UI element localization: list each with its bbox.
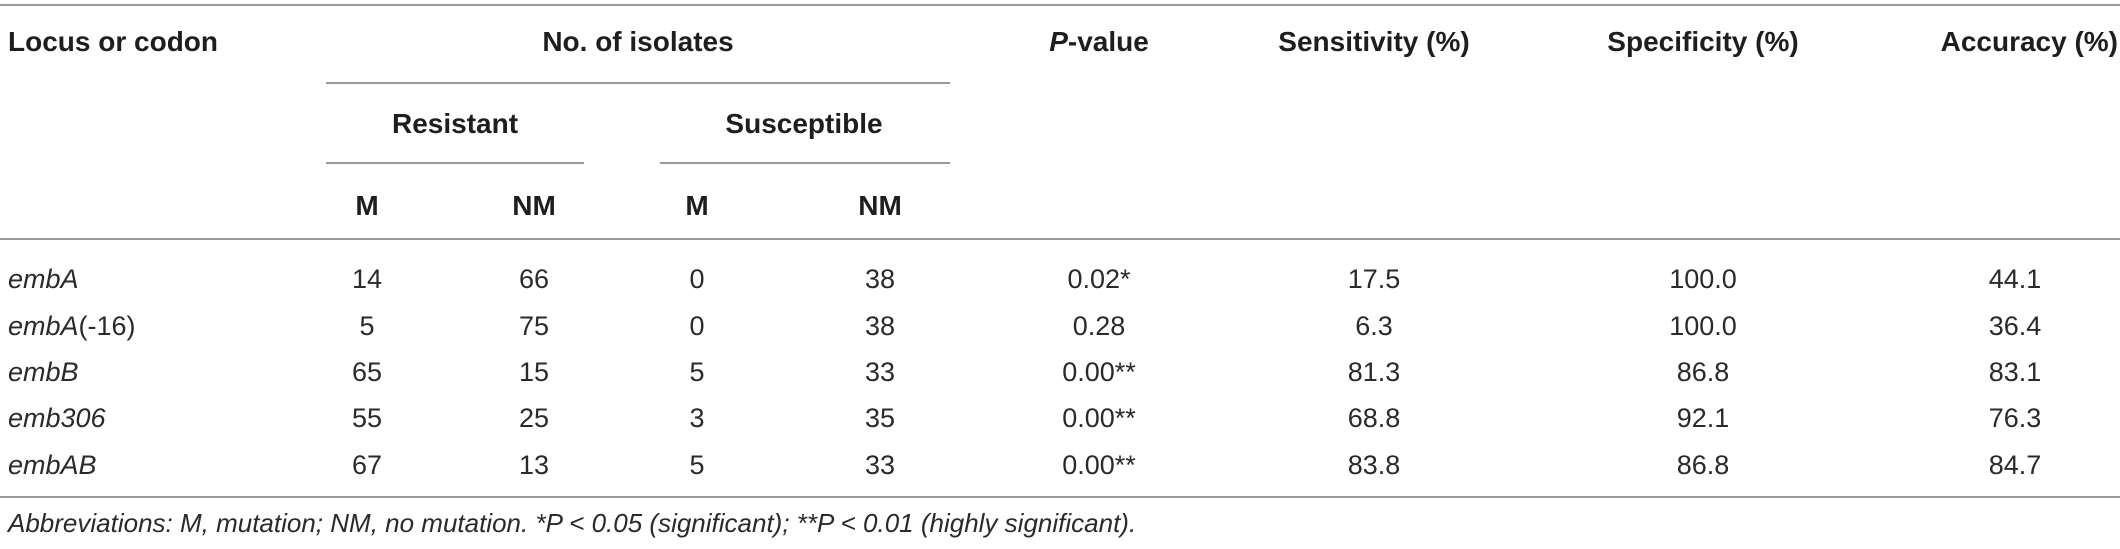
cell-specificity: 92.1	[1676, 403, 1730, 433]
cell-accuracy: 83.1	[1988, 357, 2042, 387]
header-p-value: P-value	[1049, 26, 1149, 58]
header-isolates: No. of isolates	[542, 26, 734, 57]
cell-specificity: 100.0	[1669, 264, 1737, 294]
header-susceptible-m: M	[685, 190, 709, 221]
cell-susceptible-m: 5	[689, 450, 705, 480]
cell-specificity: 100.0	[1669, 311, 1737, 341]
cell-accuracy: 84.7	[1988, 450, 2042, 480]
table-bottom-rule	[0, 496, 2120, 498]
table-top-rule	[0, 4, 2120, 6]
cell-resistant-m: 5	[359, 311, 375, 341]
cell-resistant-m: 14	[351, 264, 383, 294]
cell-susceptible-m: 3	[689, 403, 705, 433]
cell-susceptible-nm: 38	[864, 264, 896, 294]
cell-p-value: 0.00**	[1062, 450, 1136, 480]
header-resistant: Resistant	[391, 108, 519, 139]
cell-resistant-m: 55	[351, 403, 383, 433]
header-resistant-nm: NM	[512, 190, 556, 221]
cell-sensitivity: 17.5	[1347, 264, 1401, 294]
cell-resistant-nm: 25	[518, 403, 550, 433]
cell-susceptible-nm: 35	[864, 403, 896, 433]
cell-susceptible-m: 0	[689, 311, 705, 341]
cell-p-value: 0.02*	[1067, 264, 1131, 294]
header-accuracy: Accuracy (%)	[1940, 26, 2118, 57]
header-p-suffix: -value	[1067, 26, 1149, 57]
cell-susceptible-nm: 33	[864, 450, 896, 480]
cell-accuracy: 76.3	[1988, 403, 2042, 433]
cell-sensitivity: 83.8	[1347, 450, 1401, 480]
cell-resistant-m: 65	[351, 357, 383, 387]
cell-susceptible-m: 0	[689, 264, 705, 294]
cell-resistant-m: 67	[351, 450, 383, 480]
susceptible-group-rule	[660, 162, 950, 164]
cell-sensitivity: 81.3	[1347, 357, 1401, 387]
cell-sensitivity: 6.3	[1355, 311, 1393, 341]
cell-p-value: 0.00**	[1062, 357, 1136, 387]
cell-accuracy: 44.1	[1988, 264, 2042, 294]
cell-resistant-nm: 66	[518, 264, 550, 294]
header-susceptible: Susceptible	[725, 108, 883, 139]
header-p-letter: P	[1049, 26, 1068, 57]
cell-susceptible-nm: 33	[864, 357, 896, 387]
cell-locus: embA(-16)	[8, 311, 136, 341]
cell-resistant-nm: 13	[518, 450, 550, 480]
cell-sensitivity: 68.8	[1347, 403, 1401, 433]
cell-locus: embB	[8, 357, 79, 387]
cell-resistant-nm: 75	[518, 311, 550, 341]
cell-p-value: 0.00**	[1062, 403, 1136, 433]
header-resistant-m: M	[355, 190, 379, 221]
cell-resistant-nm: 15	[518, 357, 550, 387]
resistant-group-rule	[326, 162, 584, 164]
cell-locus: emb306	[8, 403, 106, 433]
header-locus: Locus or codon	[8, 26, 218, 57]
cell-specificity: 86.8	[1676, 450, 1730, 480]
cell-locus: embA	[8, 264, 79, 294]
cell-susceptible-nm: 38	[864, 311, 896, 341]
cell-specificity: 86.8	[1676, 357, 1730, 387]
header-sensitivity: Sensitivity (%)	[1278, 26, 1470, 57]
header-specificity: Specificity (%)	[1607, 26, 1799, 57]
cell-p-value: 0.28	[1072, 311, 1126, 341]
table-footnote: Abbreviations: M, mutation; NM, no mutat…	[8, 508, 1137, 538]
cell-susceptible-m: 5	[689, 357, 705, 387]
cell-accuracy: 36.4	[1988, 311, 2042, 341]
isolates-group-rule	[326, 82, 950, 84]
header-bottom-rule	[0, 238, 2120, 240]
cell-locus: embAB	[8, 450, 97, 480]
header-susceptible-nm: NM	[858, 190, 902, 221]
